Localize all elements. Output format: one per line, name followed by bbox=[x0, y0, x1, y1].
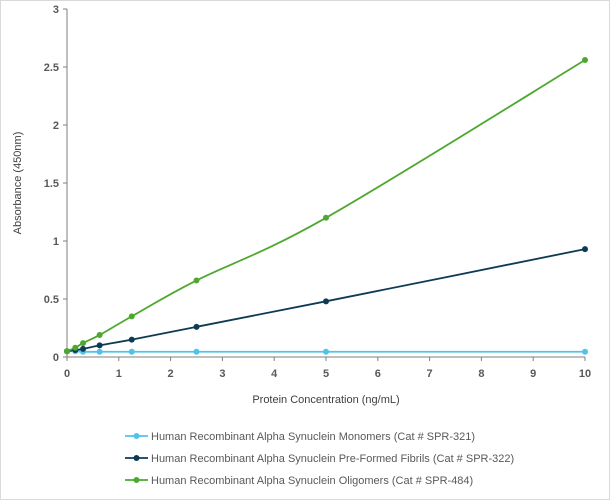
x-tick-label: 4 bbox=[271, 368, 278, 380]
legend-swatch-marker bbox=[133, 477, 140, 483]
data-point bbox=[80, 345, 87, 352]
x-tick-label: 10 bbox=[579, 368, 591, 380]
series-points bbox=[64, 57, 588, 355]
y-tick-label: 0 bbox=[53, 352, 59, 364]
x-tick-label: 1 bbox=[116, 368, 122, 380]
data-point bbox=[323, 298, 329, 305]
legend: Human Recombinant Alpha Synuclein Monome… bbox=[125, 431, 514, 487]
y-tick-label: 2.5 bbox=[44, 62, 59, 74]
x-tick-label: 3 bbox=[219, 368, 225, 380]
series-line-3 bbox=[66, 59, 586, 353]
data-point bbox=[582, 57, 588, 64]
legend-label: Human Recombinant Alpha Synuclein Monome… bbox=[151, 431, 475, 443]
legend-swatch-marker bbox=[133, 455, 140, 461]
y-axis-title: Absorbance (450nm) bbox=[12, 132, 24, 235]
x-axis-title: Protein Concentration (ng/mL) bbox=[252, 394, 399, 406]
y-tick-label: 3 bbox=[53, 4, 59, 16]
data-point bbox=[193, 277, 200, 284]
x-tick-label: 9 bbox=[530, 368, 536, 380]
data-point bbox=[64, 348, 70, 355]
data-point bbox=[193, 323, 200, 330]
data-point bbox=[582, 246, 588, 253]
data-point bbox=[323, 348, 329, 355]
x-tick-label: 5 bbox=[323, 368, 329, 380]
legend-label: Human Recombinant Alpha Synuclein Pre-Fo… bbox=[151, 453, 514, 465]
data-point bbox=[323, 214, 329, 221]
y-tick-label: 1.5 bbox=[44, 178, 59, 190]
x-tick-label: 6 bbox=[375, 368, 381, 380]
y-tick-label: 0.5 bbox=[44, 294, 59, 306]
x-tick-label: 7 bbox=[427, 368, 433, 380]
data-point bbox=[128, 348, 135, 355]
data-point bbox=[96, 348, 103, 355]
series-lines bbox=[66, 59, 586, 353]
data-point bbox=[193, 348, 200, 355]
data-point bbox=[128, 336, 135, 343]
x-tick-label: 8 bbox=[478, 368, 484, 380]
data-point bbox=[128, 313, 135, 320]
y-tick-label: 2 bbox=[53, 120, 59, 132]
legend-label: Human Recombinant Alpha Synuclein Oligom… bbox=[151, 475, 473, 487]
data-point bbox=[72, 344, 79, 351]
data-point bbox=[582, 348, 588, 355]
data-point bbox=[96, 331, 103, 338]
y-tick-label: 1 bbox=[53, 236, 59, 248]
x-tick-label: 0 bbox=[64, 368, 70, 380]
legend-swatch-marker bbox=[133, 433, 140, 439]
data-point bbox=[96, 342, 103, 349]
x-tick-label: 2 bbox=[168, 368, 174, 380]
axes: 0 0.5 1 1.5 2 2.5 3 0 1 2 3 4 5 6 7 8 9 10 bbox=[44, 4, 591, 380]
data-point bbox=[80, 340, 87, 347]
